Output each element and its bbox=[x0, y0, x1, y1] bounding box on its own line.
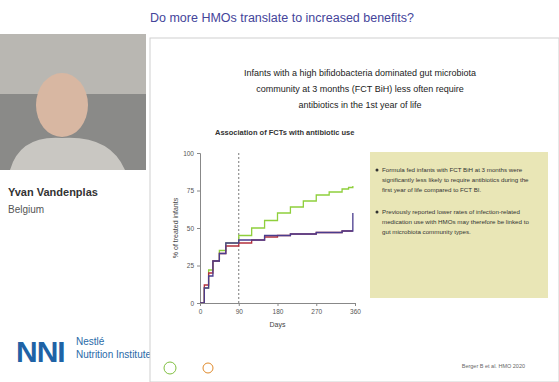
reference: Berger B et al. HMO 2020 bbox=[462, 363, 525, 369]
video-body bbox=[10, 138, 125, 170]
bullet bbox=[376, 169, 379, 172]
tick-label: 90 bbox=[236, 308, 244, 315]
tick-label: 25 bbox=[187, 262, 195, 269]
tick: 100 bbox=[183, 150, 200, 157]
series-line bbox=[200, 231, 353, 303]
tick-label: 0 bbox=[199, 308, 203, 315]
tick: 90 bbox=[236, 303, 244, 315]
x-axis-title: Days bbox=[270, 321, 286, 329]
tick: 0 bbox=[199, 303, 203, 315]
tick: 270 bbox=[311, 303, 322, 315]
reference-line bbox=[238, 153, 239, 303]
tick-mark bbox=[197, 153, 200, 154]
bullet-text: gut microbiota community types. bbox=[382, 228, 471, 235]
tick-mark bbox=[355, 303, 356, 306]
x-axis: 0 90 180 270 360 bbox=[199, 303, 362, 315]
footer-logo bbox=[164, 362, 176, 374]
y-axis: 0 25 50 75 100 bbox=[183, 150, 200, 307]
video bbox=[0, 34, 146, 170]
tick: 360 bbox=[350, 303, 361, 315]
tick: 50 bbox=[187, 225, 200, 232]
axis-line bbox=[201, 304, 356, 307]
tick: 75 bbox=[187, 187, 200, 194]
tick: 25 bbox=[187, 262, 200, 269]
tick-label: 100 bbox=[183, 150, 194, 157]
background bbox=[0, 0, 559, 382]
speaker-country: Belgium bbox=[8, 204, 44, 215]
logo-text: Nestlé bbox=[76, 336, 105, 347]
footer-logo bbox=[203, 363, 213, 373]
tick-label: 0 bbox=[190, 300, 194, 307]
video-head bbox=[36, 73, 88, 137]
slide bbox=[150, 38, 559, 382]
series-line bbox=[200, 186, 353, 303]
bullet-text: first year of life compared to FCT BI. bbox=[382, 186, 482, 193]
axis-line bbox=[197, 154, 201, 304]
tick: 0 bbox=[190, 300, 200, 307]
tick-mark bbox=[197, 303, 200, 304]
tick-mark bbox=[239, 303, 240, 306]
slide-title: community at 3 months (FCT BiH) less oft… bbox=[256, 84, 463, 94]
series-line bbox=[200, 213, 353, 303]
bullet-text: Formula fed infants with FCT BiH at 3 mo… bbox=[382, 166, 523, 173]
logo-text: Nutrition Institute bbox=[76, 349, 151, 360]
y-axis-title: % of treated infants bbox=[172, 197, 179, 258]
bullet bbox=[376, 211, 379, 214]
bullet-text: Previously reported lower rates of infec… bbox=[382, 208, 520, 215]
tick-label: 360 bbox=[350, 308, 361, 315]
tick-mark bbox=[278, 303, 279, 306]
tick-label: 75 bbox=[187, 187, 195, 194]
tick-label: 270 bbox=[311, 308, 322, 315]
header-title: Do more HMOs translate to increased bene… bbox=[150, 11, 414, 25]
bullet-text: significantly less likely to require ant… bbox=[382, 176, 529, 183]
plot-area bbox=[200, 153, 353, 303]
slide-title: Infants with a high bifidobacteria domin… bbox=[244, 68, 476, 78]
tick: 180 bbox=[273, 303, 284, 315]
page: Do more HMOs translate to increased bene… bbox=[0, 0, 559, 382]
logo-letters: NNI bbox=[16, 335, 65, 368]
chart-title: Association of FCTs with antibiotic use bbox=[215, 128, 354, 137]
tick-mark bbox=[197, 228, 200, 229]
tick-label: 180 bbox=[273, 308, 284, 315]
slide-title: antibiotics in the 1st year of life bbox=[298, 100, 421, 110]
tick-mark bbox=[197, 266, 200, 267]
speaker-name: Yvan Vandenplas bbox=[8, 186, 98, 198]
tick-mark bbox=[316, 303, 317, 306]
tick-label: 50 bbox=[187, 225, 195, 232]
tick-mark bbox=[197, 191, 200, 192]
bullet-text: medication use with HMOs may therefore b… bbox=[382, 218, 529, 225]
note-box bbox=[370, 152, 548, 298]
